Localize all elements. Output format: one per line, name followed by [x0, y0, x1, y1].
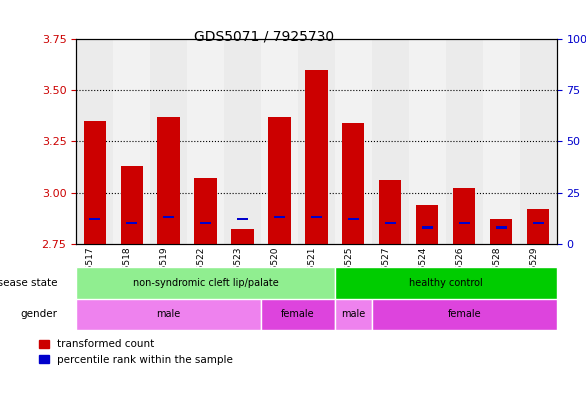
Bar — [453, 189, 475, 244]
Bar — [187, 39, 224, 244]
Bar — [274, 216, 285, 219]
Bar — [224, 39, 261, 244]
Bar — [372, 39, 409, 244]
Text: healthy control: healthy control — [409, 278, 483, 288]
Bar — [422, 226, 433, 229]
Text: gender: gender — [21, 309, 57, 320]
Bar — [342, 123, 364, 244]
Bar — [348, 218, 359, 220]
Text: female: female — [448, 309, 481, 320]
Bar — [416, 205, 438, 244]
Bar — [89, 218, 100, 220]
FancyBboxPatch shape — [372, 299, 557, 330]
FancyBboxPatch shape — [335, 299, 372, 330]
Bar — [483, 39, 520, 244]
Bar — [76, 39, 113, 244]
Bar — [268, 117, 291, 244]
Bar — [163, 216, 174, 219]
Bar — [298, 39, 335, 244]
Bar — [446, 39, 483, 244]
Bar — [305, 70, 328, 244]
Bar — [459, 222, 470, 224]
Bar — [126, 222, 137, 224]
FancyBboxPatch shape — [261, 299, 335, 330]
Bar — [150, 39, 187, 244]
Text: male: male — [156, 309, 180, 320]
Bar — [385, 222, 396, 224]
Bar — [231, 230, 254, 244]
Bar — [200, 222, 211, 224]
Bar — [335, 39, 372, 244]
Bar — [311, 216, 322, 219]
Bar — [527, 209, 549, 244]
Text: female: female — [281, 309, 315, 320]
Text: non-syndromic cleft lip/palate: non-syndromic cleft lip/palate — [132, 278, 278, 288]
Bar — [195, 178, 217, 244]
Bar — [490, 219, 512, 244]
Bar — [121, 166, 143, 244]
Bar — [261, 39, 298, 244]
Bar — [158, 117, 180, 244]
Bar — [84, 121, 105, 244]
FancyBboxPatch shape — [76, 267, 335, 299]
FancyBboxPatch shape — [76, 299, 261, 330]
Text: male: male — [341, 309, 366, 320]
Text: disease state: disease state — [0, 278, 57, 288]
Text: GDS5071 / 7925730: GDS5071 / 7925730 — [193, 29, 334, 44]
Bar — [379, 180, 401, 244]
Bar — [409, 39, 446, 244]
Bar — [520, 39, 557, 244]
Bar — [533, 222, 544, 224]
FancyBboxPatch shape — [335, 267, 557, 299]
Bar — [237, 218, 248, 220]
Bar — [496, 226, 507, 229]
Legend: transformed count, percentile rank within the sample: transformed count, percentile rank withi… — [35, 335, 237, 369]
Bar — [113, 39, 150, 244]
